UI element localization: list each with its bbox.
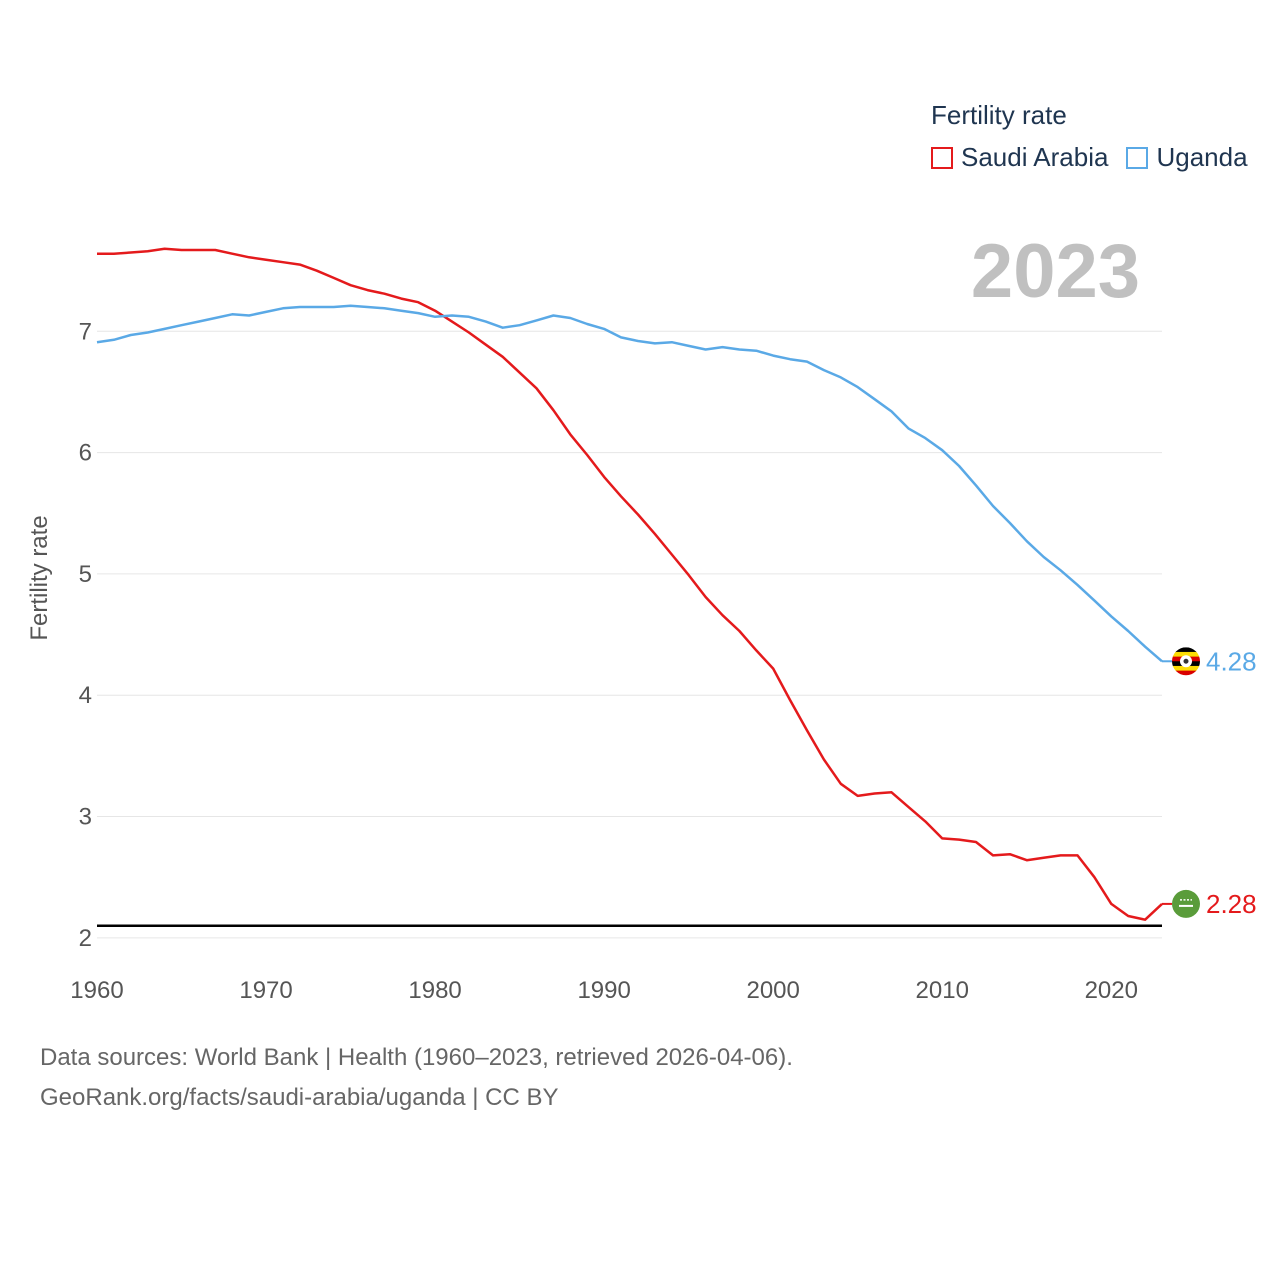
y-tick-label: 6	[79, 440, 92, 467]
legend-swatch-saudi-arabia	[931, 146, 953, 169]
y-tick-label: 2	[79, 925, 92, 952]
y-tick-label: 3	[79, 804, 92, 831]
y-tick-label: 4	[79, 682, 92, 709]
legend-swatch-uganda	[1126, 146, 1149, 169]
saudi-arabia-flag-icon	[1172, 889, 1200, 918]
x-tick-label: 1990	[577, 977, 630, 1004]
legend-label-saudi-arabia: Saudi Arabia	[961, 142, 1109, 172]
y-axis-label: Fertility rate	[26, 515, 53, 641]
footer-credit: GeoRank.org/facts/saudi-arabia/uganda | …	[40, 1084, 559, 1111]
x-tick-label: 1980	[408, 977, 461, 1004]
footer-sources: Data sources: World Bank | Health (1960–…	[40, 1044, 793, 1071]
series-line-uganda	[96, 304, 1163, 663]
y-tick-label: 7	[79, 318, 92, 345]
legend-label-uganda: Uganda	[1156, 142, 1248, 172]
legend-title: Fertility rate	[931, 100, 1067, 130]
y-tick-label: 5	[79, 561, 92, 588]
x-tick-label: 1960	[70, 977, 123, 1004]
uganda-flag-icon	[1172, 647, 1200, 676]
legend-item-uganda[interactable]: Uganda	[1126, 142, 1248, 173]
year-label: 2023	[970, 229, 1140, 314]
legend: Saudi Arabia Uganda	[931, 142, 1266, 173]
legend-item-saudi-arabia[interactable]: Saudi Arabia	[931, 142, 1108, 173]
x-tick-label: 1970	[239, 977, 292, 1004]
end-value-saudi-arabia: 2.28	[1206, 889, 1257, 919]
series-line-saudi-arabia	[97, 247, 1163, 921]
x-tick-label: 2000	[746, 977, 799, 1004]
end-value-uganda: 4.28	[1206, 646, 1257, 676]
x-tick-label: 2010	[916, 977, 969, 1004]
x-tick-label: 2020	[1085, 977, 1138, 1004]
